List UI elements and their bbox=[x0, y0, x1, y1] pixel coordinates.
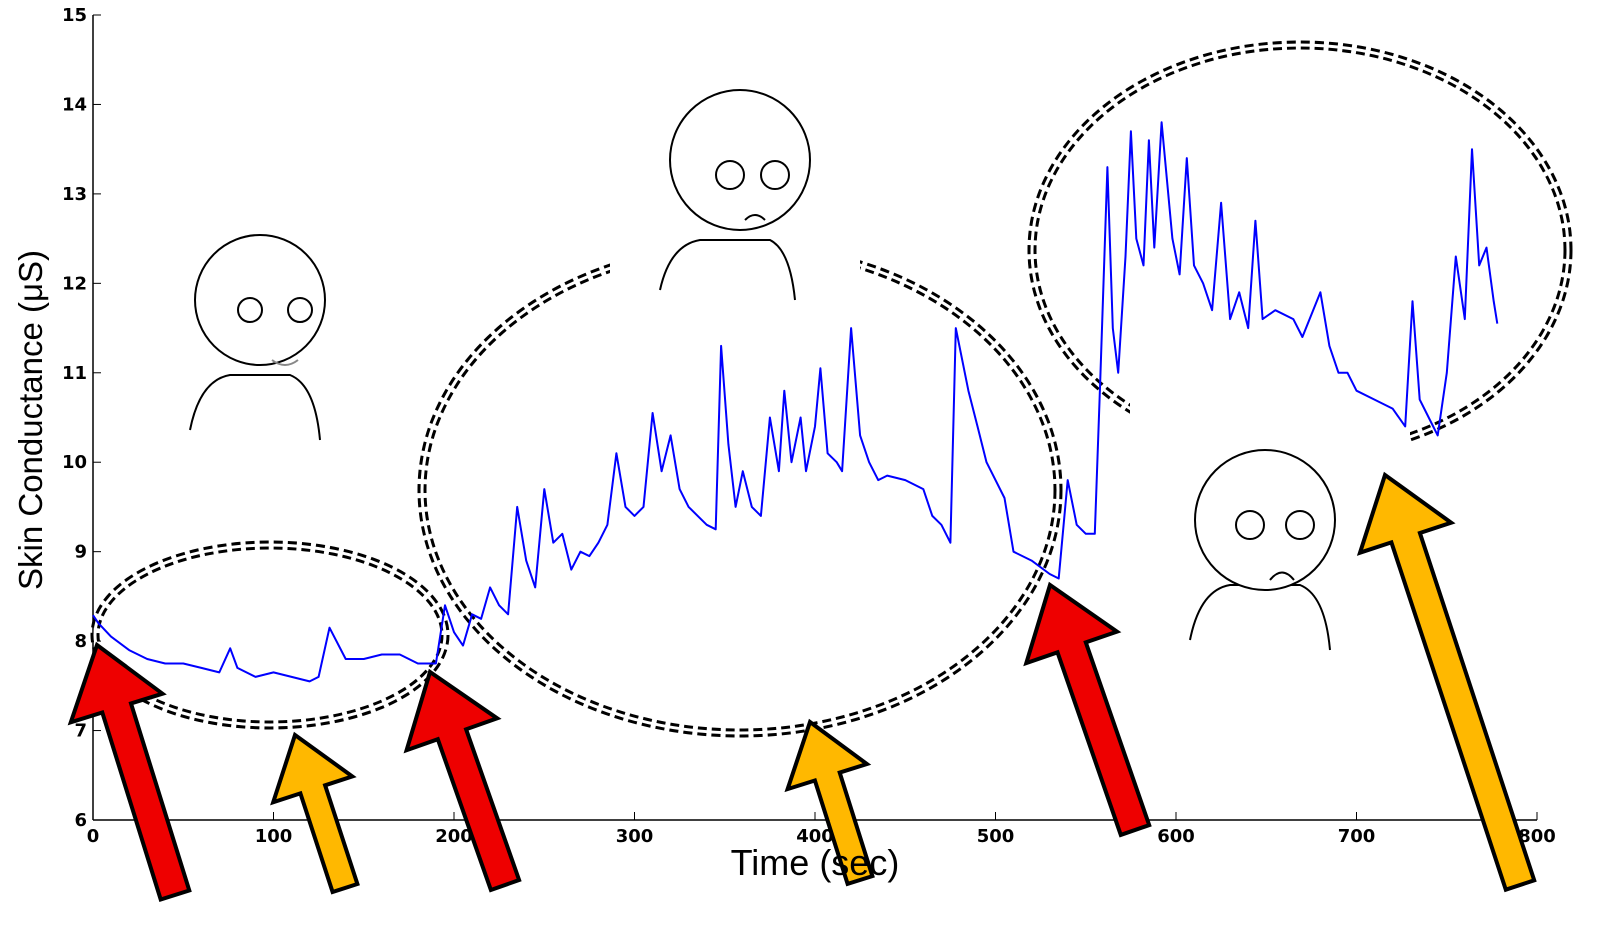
y-tick-label: 10 bbox=[62, 452, 87, 473]
arrow bbox=[407, 672, 519, 890]
x-tick-label: 500 bbox=[977, 826, 1015, 847]
decorations bbox=[93, 45, 1568, 733]
y-tick-label: 14 bbox=[62, 94, 87, 115]
y-tick-label: 12 bbox=[62, 273, 87, 294]
arrow bbox=[273, 735, 357, 892]
y-tick-label: 11 bbox=[62, 363, 87, 384]
x-axis-label: Time (sec) bbox=[731, 842, 900, 883]
x-tick-label: 100 bbox=[255, 826, 293, 847]
arrow bbox=[71, 645, 190, 900]
cartoon-calm bbox=[190, 235, 325, 440]
arrow bbox=[1360, 475, 1534, 890]
x-tick-label: 600 bbox=[1157, 826, 1195, 847]
y-tick-label: 7 bbox=[74, 721, 87, 742]
cartoon-worried bbox=[610, 90, 860, 310]
chart: 6789101112131415010020030040050060070080… bbox=[0, 0, 1613, 944]
y-tick-label: 13 bbox=[62, 184, 87, 205]
y-axis-label: Skin Conductance (μS) bbox=[12, 250, 49, 590]
x-tick-label: 0 bbox=[87, 826, 100, 847]
y-tick-label: 8 bbox=[74, 631, 87, 652]
x-tick-label: 200 bbox=[435, 826, 473, 847]
y-tick-label: 9 bbox=[74, 542, 87, 563]
y-tick-label: 15 bbox=[62, 5, 87, 26]
y-tick-label: 6 bbox=[74, 810, 87, 831]
x-tick-label: 300 bbox=[616, 826, 654, 847]
x-tick-label: 700 bbox=[1338, 826, 1376, 847]
